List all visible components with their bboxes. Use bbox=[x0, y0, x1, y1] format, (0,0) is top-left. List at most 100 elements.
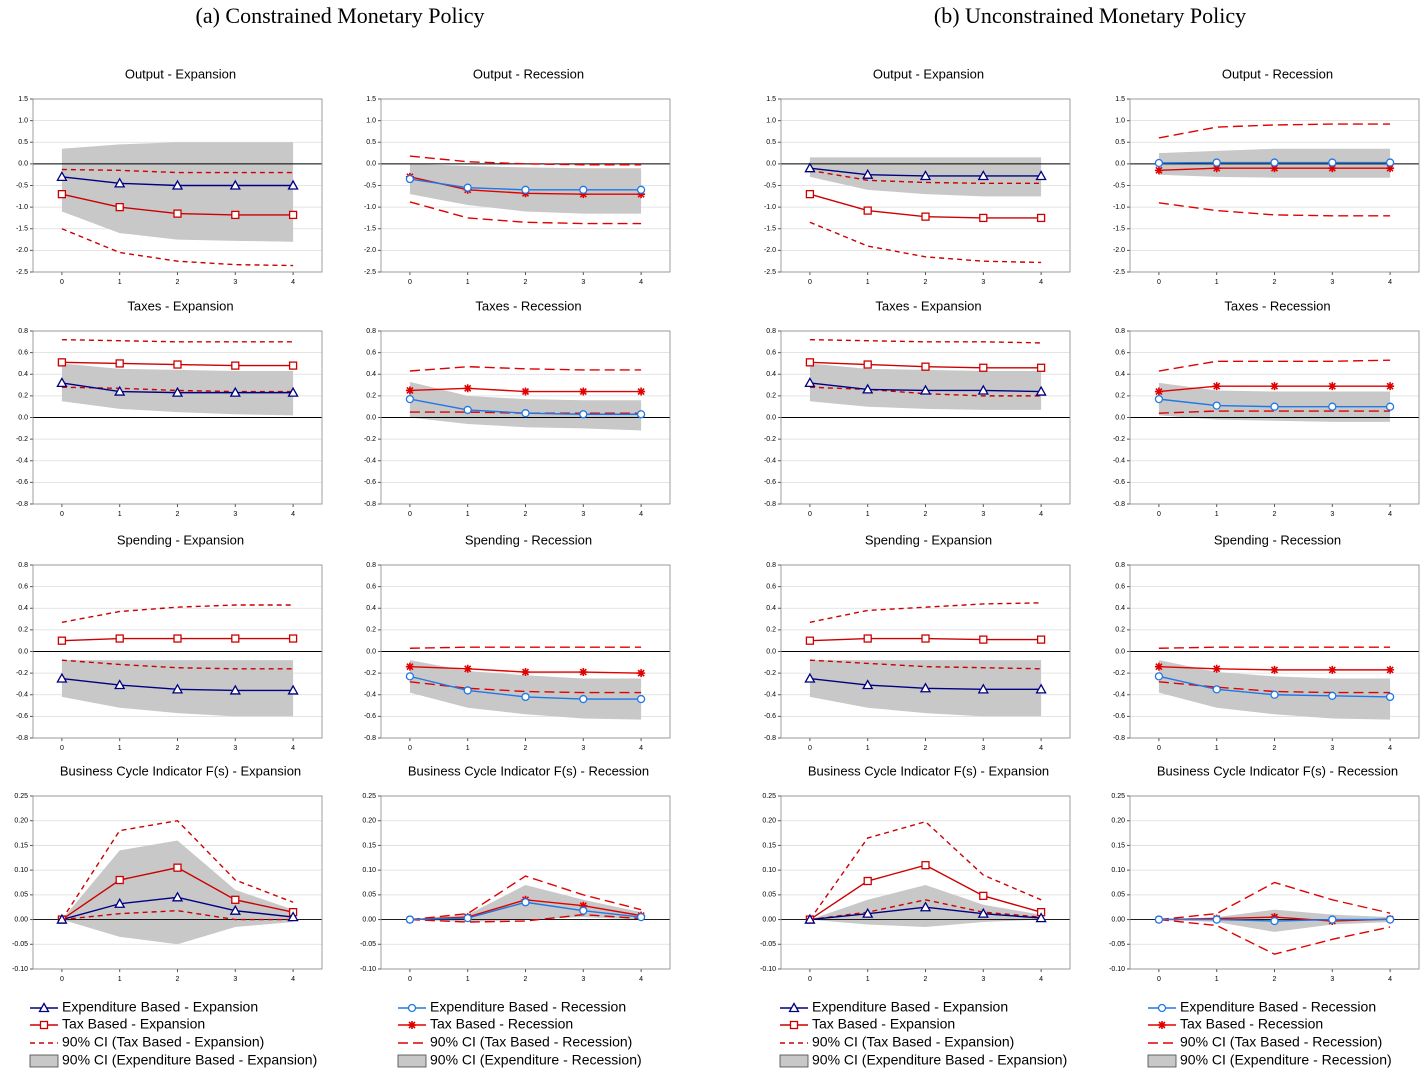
marker bbox=[229, 386, 241, 397]
y-tick-label: 0.4 bbox=[366, 605, 376, 612]
marker bbox=[115, 875, 124, 885]
legend-label: Expenditure Based - Recession bbox=[430, 999, 626, 1015]
y-tick-label: -1.5 bbox=[364, 226, 376, 233]
x-tick-label: 4 bbox=[1039, 279, 1043, 286]
marker bbox=[288, 634, 298, 643]
y-tick-label: -0.5 bbox=[1113, 182, 1125, 189]
x-tick-label: 2 bbox=[924, 279, 928, 286]
y-tick-label: 0.0 bbox=[366, 648, 376, 655]
y-tick-label: -0.5 bbox=[764, 182, 776, 189]
y-tick-label: -0.4 bbox=[764, 458, 776, 465]
x-tick-label: 3 bbox=[1330, 745, 1334, 752]
panel-title: Taxes - Recession bbox=[475, 298, 581, 313]
y-tick-label: 1.0 bbox=[366, 117, 376, 124]
ci-line bbox=[809, 386, 1042, 397]
plot-frame bbox=[1129, 98, 1420, 273]
ci-band bbox=[409, 660, 642, 720]
ci-line bbox=[409, 201, 642, 225]
x-tick-label: 4 bbox=[291, 745, 295, 752]
y-tick-label: -1.0 bbox=[16, 204, 28, 211]
y-tick-label: 0.0 bbox=[18, 648, 28, 655]
y-tick-label: 0.0 bbox=[1115, 161, 1125, 168]
marker bbox=[1386, 164, 1395, 173]
marker bbox=[114, 385, 126, 396]
x-tick-label: 0 bbox=[1157, 976, 1161, 983]
legend-label: 90% CI (Tax Based - Expansion) bbox=[62, 1034, 264, 1050]
ci-line bbox=[61, 338, 294, 343]
legend-swatch bbox=[29, 1054, 59, 1068]
y-tick-label: 0.05 bbox=[1111, 892, 1125, 899]
y-tick-label: 0.15 bbox=[362, 842, 376, 849]
panel-title: Spending - Expansion bbox=[865, 532, 992, 547]
marker bbox=[173, 360, 182, 369]
y-tick-label: 1.5 bbox=[1115, 96, 1125, 103]
ci-line bbox=[61, 228, 294, 267]
y-tick-label: 0.00 bbox=[14, 916, 28, 923]
marker bbox=[114, 177, 126, 188]
marker bbox=[579, 410, 588, 419]
ci-band bbox=[1158, 382, 1391, 422]
y-tick-label: -0.2 bbox=[16, 436, 28, 443]
marker bbox=[231, 210, 240, 220]
y-tick-label: -0.10 bbox=[1109, 966, 1125, 973]
plot-frame bbox=[32, 795, 323, 970]
x-tick-label: 1 bbox=[866, 511, 870, 518]
marker bbox=[921, 212, 930, 221]
legend-label: Expenditure Based - Recession bbox=[1180, 999, 1376, 1015]
y-tick-label: -0.8 bbox=[16, 501, 28, 508]
plot-frame bbox=[380, 795, 671, 970]
y-tick-label: -0.5 bbox=[364, 182, 376, 189]
marker bbox=[862, 907, 874, 918]
y-tick-label: 0.15 bbox=[762, 842, 776, 849]
marker bbox=[521, 692, 530, 702]
y-tick-label: 0.05 bbox=[362, 892, 376, 899]
y-tick-label: 0.0 bbox=[766, 414, 776, 421]
marker bbox=[977, 683, 989, 694]
x-tick-label: 2 bbox=[176, 976, 180, 983]
marker bbox=[1270, 382, 1279, 391]
y-tick-label: 0.10 bbox=[762, 867, 776, 874]
marker bbox=[863, 360, 872, 369]
ci-line bbox=[809, 820, 1042, 920]
y-tick-label: -2.5 bbox=[1113, 269, 1125, 276]
marker bbox=[463, 405, 472, 415]
y-tick-label: 0.2 bbox=[1115, 393, 1125, 400]
y-tick-label: -0.4 bbox=[364, 692, 376, 699]
marker bbox=[38, 1002, 50, 1013]
marker bbox=[57, 189, 67, 199]
x-tick-label: 4 bbox=[1039, 976, 1043, 983]
ci-line bbox=[61, 604, 294, 623]
plot-frame bbox=[32, 98, 323, 273]
marker bbox=[919, 170, 932, 181]
ci-line bbox=[61, 819, 294, 920]
y-tick-label: -1.0 bbox=[764, 204, 776, 211]
y-tick-label: -0.2 bbox=[764, 436, 776, 443]
x-tick-label: 3 bbox=[233, 511, 237, 518]
y-tick-label: 0.6 bbox=[366, 583, 376, 590]
y-tick-label: -0.6 bbox=[364, 479, 376, 486]
x-tick-label: 1 bbox=[466, 511, 470, 518]
marker bbox=[1328, 915, 1337, 924]
marker bbox=[579, 185, 588, 194]
x-tick-label: 2 bbox=[1273, 745, 1277, 752]
marker bbox=[919, 901, 932, 912]
x-tick-label: 3 bbox=[581, 976, 585, 983]
marker bbox=[862, 168, 874, 179]
plot-frame bbox=[780, 564, 1071, 739]
ci-line bbox=[409, 411, 642, 414]
marker bbox=[1157, 1003, 1167, 1013]
marker bbox=[804, 377, 816, 388]
marker bbox=[57, 636, 67, 645]
y-tick-label: -2.0 bbox=[16, 247, 28, 254]
panel-title: Business Cycle Indicator F(s) - Expansio… bbox=[808, 763, 1049, 778]
x-tick-label: 3 bbox=[581, 745, 585, 752]
x-tick-label: 1 bbox=[118, 279, 122, 286]
y-tick-label: -0.2 bbox=[1113, 436, 1125, 443]
y-tick-label: 0.4 bbox=[366, 371, 376, 378]
x-tick-label: 0 bbox=[60, 279, 64, 286]
y-tick-label: -2.5 bbox=[16, 269, 28, 276]
y-tick-label: 0.4 bbox=[766, 605, 776, 612]
x-tick-label: 0 bbox=[408, 976, 412, 983]
x-tick-label: 3 bbox=[981, 511, 985, 518]
